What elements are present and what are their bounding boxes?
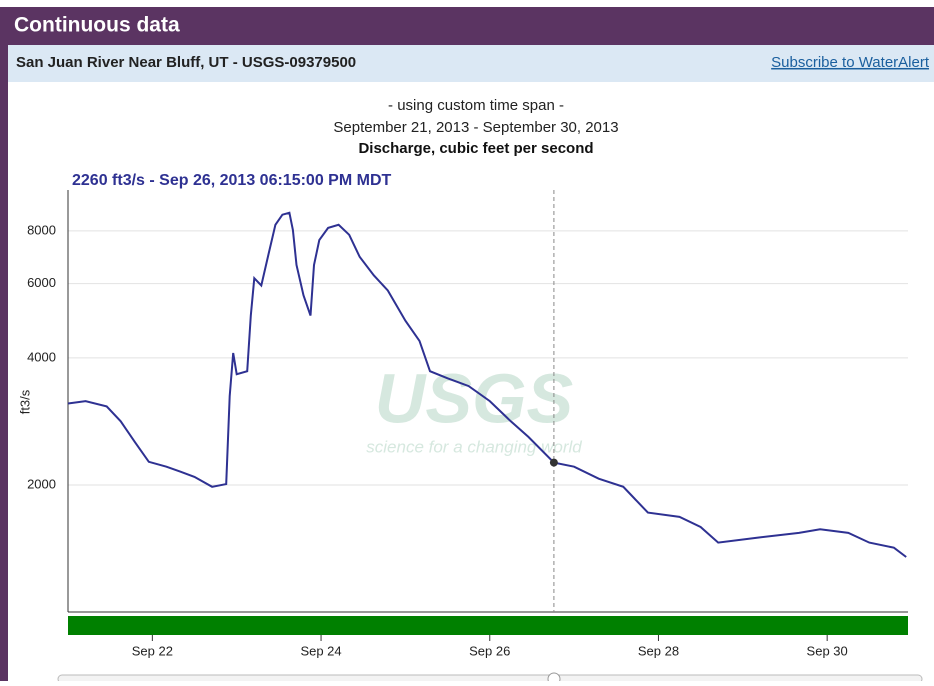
- x-tick-label: Sep 22: [132, 643, 173, 658]
- chart-title: Discharge, cubic feet per second: [358, 140, 593, 157]
- site-name: San Juan River Near Bluff, UT - USGS-093…: [16, 54, 356, 71]
- slider-handle[interactable]: [547, 672, 561, 686]
- wateralert-link[interactable]: Subscribe to WaterAlert: [771, 54, 930, 71]
- x-tick-label: Sep 26: [469, 643, 510, 658]
- y-tick-label: 6000: [27, 275, 56, 290]
- watermark-logo: USGS: [375, 359, 573, 437]
- slider-track[interactable]: [57, 674, 923, 684]
- x-tick-label: Sep 24: [300, 643, 341, 658]
- subtitle: September 21, 2013 - September 30, 2013: [333, 119, 618, 136]
- approval-bar: [68, 616, 908, 635]
- x-tick-label: Sep 30: [807, 643, 848, 658]
- data-line: [67, 211, 907, 558]
- site-bar: [8, 45, 934, 82]
- header-title: Continuous data: [14, 14, 180, 37]
- hover-point: [549, 458, 558, 467]
- y-tick-label: 8000: [27, 222, 56, 237]
- y-tick-label: 2000: [27, 476, 56, 491]
- y-tick-label: 4000: [27, 349, 56, 364]
- subtitle: - using custom time span -: [388, 97, 564, 114]
- x-tick-label: Sep 28: [638, 643, 679, 658]
- left-border: [0, 7, 8, 681]
- cursor-annotation: 2260 ft3/s - Sep 26, 2013 06:15:00 PM MD…: [72, 172, 391, 189]
- watermark-tagline: science for a changing world: [366, 437, 582, 456]
- y-axis-label: ft3/s: [17, 389, 32, 414]
- header-bar: [0, 7, 934, 45]
